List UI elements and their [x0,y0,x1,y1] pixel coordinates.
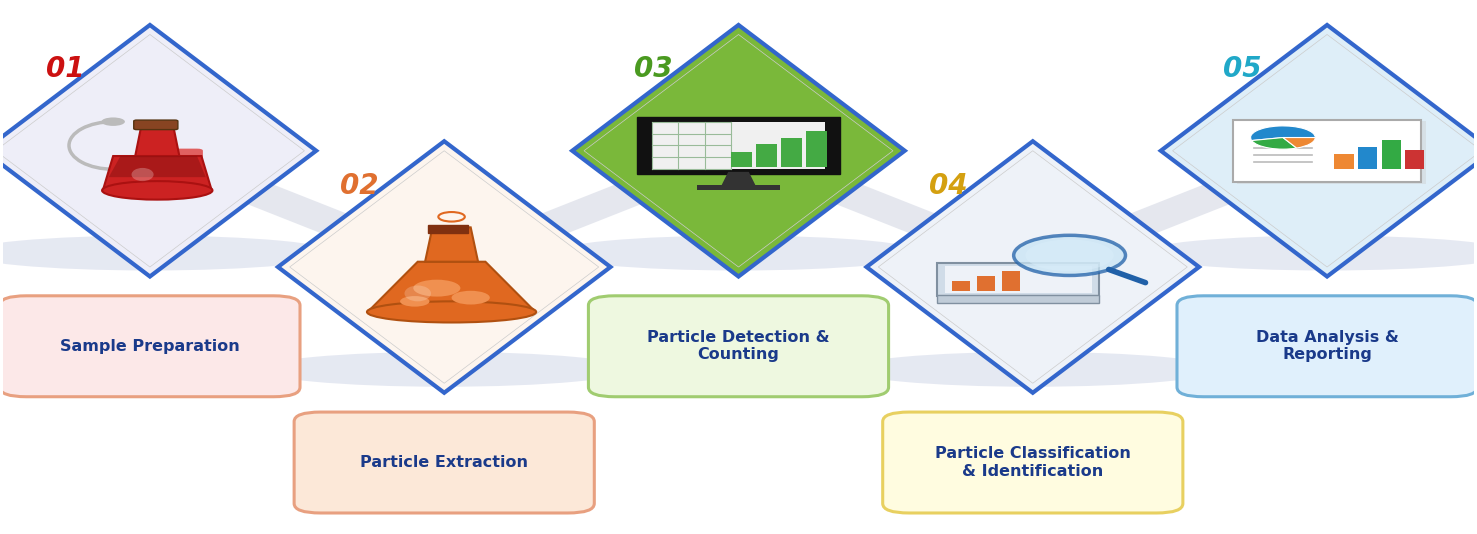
Polygon shape [583,35,894,267]
Bar [781,138,802,167]
FancyBboxPatch shape [588,296,889,397]
Polygon shape [867,141,1199,393]
Wedge shape [1284,138,1316,148]
Ellipse shape [848,352,1219,387]
Polygon shape [1173,35,1477,267]
Polygon shape [0,35,304,267]
FancyBboxPatch shape [294,412,594,513]
Polygon shape [289,151,598,383]
FancyBboxPatch shape [1238,121,1425,184]
Polygon shape [936,263,1099,296]
Bar [806,131,827,167]
Circle shape [1025,240,1114,271]
Circle shape [1013,235,1125,276]
Bar [756,144,777,167]
Ellipse shape [0,235,335,271]
Polygon shape [0,25,316,277]
Text: Particle Classification
& Identification: Particle Classification & Identification [935,446,1131,478]
Text: 03: 03 [634,56,674,83]
Polygon shape [1161,25,1477,277]
Ellipse shape [366,301,536,323]
Bar [951,281,969,291]
Text: 05: 05 [1223,56,1261,83]
FancyBboxPatch shape [1177,296,1477,397]
Polygon shape [103,156,211,191]
Bar [976,276,994,291]
Bar [1357,147,1377,169]
Polygon shape [428,225,468,233]
Bar [731,152,752,167]
Polygon shape [425,227,479,262]
Polygon shape [109,156,205,177]
FancyBboxPatch shape [0,296,300,397]
Text: 04: 04 [929,171,967,200]
Text: Data Analysis &
Reporting: Data Analysis & Reporting [1255,330,1399,363]
Wedge shape [1251,126,1316,140]
Text: 02: 02 [340,171,378,200]
FancyBboxPatch shape [883,412,1183,513]
Bar [1381,140,1400,169]
Ellipse shape [102,181,213,200]
Polygon shape [572,25,905,277]
Bar [936,295,1099,303]
FancyBboxPatch shape [134,120,177,130]
Bar [1001,271,1019,291]
Polygon shape [879,151,1188,383]
Ellipse shape [258,352,629,387]
FancyBboxPatch shape [637,117,840,174]
Polygon shape [136,127,179,156]
Bar [697,185,780,191]
Text: Sample Preparation: Sample Preparation [61,339,239,354]
FancyBboxPatch shape [1233,120,1421,182]
Text: Particle Extraction: Particle Extraction [360,455,529,470]
Polygon shape [368,262,536,312]
Polygon shape [278,141,610,393]
FancyBboxPatch shape [944,266,1092,293]
Bar [1405,150,1424,169]
Polygon shape [721,172,756,187]
Text: 01: 01 [46,56,84,83]
Circle shape [102,117,126,126]
Circle shape [452,291,490,304]
FancyBboxPatch shape [651,122,826,169]
Ellipse shape [131,168,154,181]
Ellipse shape [1142,235,1477,271]
Circle shape [400,296,430,307]
Text: Particle Detection &
Counting: Particle Detection & Counting [647,330,830,363]
Ellipse shape [552,235,925,271]
Circle shape [414,280,461,296]
Bar [1334,154,1353,169]
Wedge shape [1251,138,1297,149]
FancyBboxPatch shape [158,148,202,166]
Ellipse shape [405,286,431,301]
